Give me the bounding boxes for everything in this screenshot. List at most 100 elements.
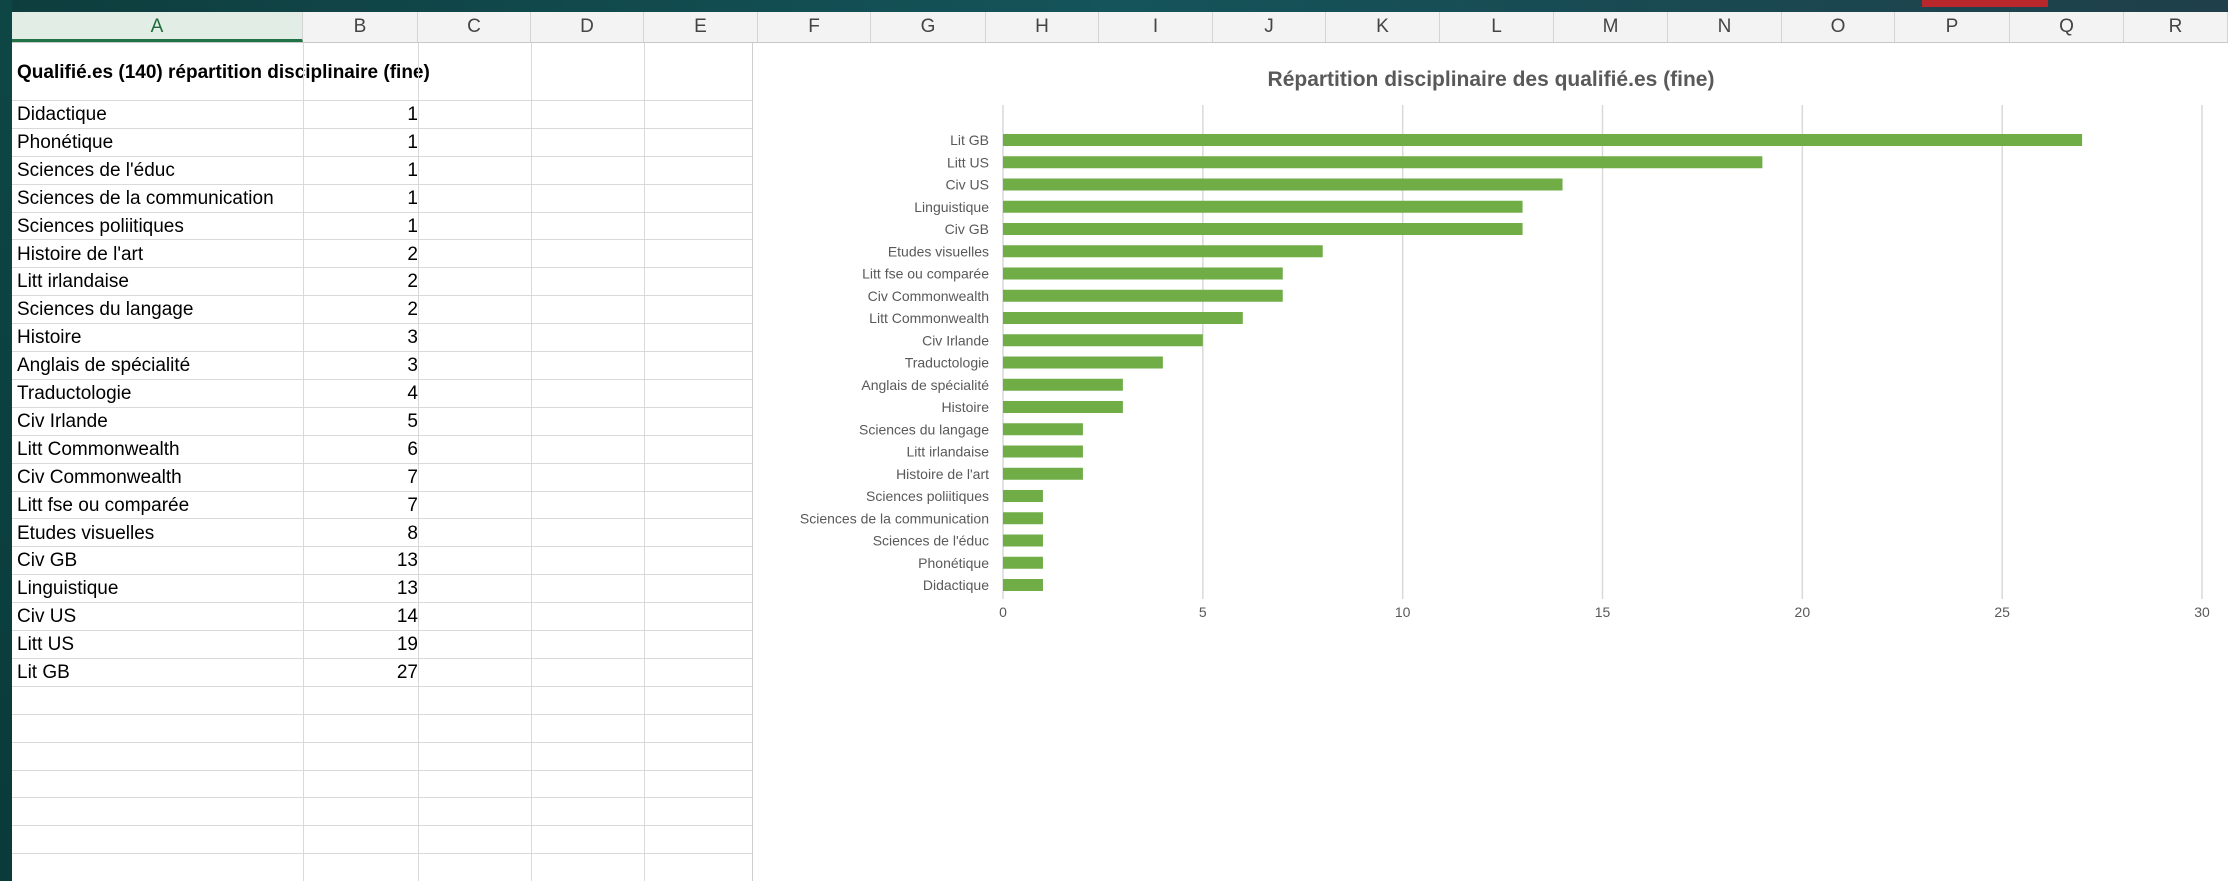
table-row[interactable]: Anglais de spécialité 3 [12, 352, 752, 380]
column-header-b[interactable]: B [303, 12, 418, 42]
column-header-i[interactable]: I [1099, 12, 1213, 42]
discipline-count: 8 [407, 522, 418, 544]
close-button[interactable] [1922, 0, 2048, 7]
table-row[interactable]: Sciences poliitiques 1 [12, 213, 752, 241]
table-row[interactable]: Sciences de la communication 1 [12, 185, 752, 213]
table-row[interactable]: Traductologie 4 [12, 380, 752, 408]
column-header-k[interactable]: K [1326, 12, 1440, 42]
discipline-label: Litt Commonwealth [17, 438, 180, 460]
discipline-label: Sciences poliitiques [17, 215, 184, 237]
discipline-label: Phonétique [17, 131, 114, 153]
cell-grid[interactable]: Qualifié.es (140) répartition disciplina… [12, 43, 2228, 881]
y-category-label: Didactique [923, 577, 989, 593]
column-header-o[interactable]: O [1782, 12, 1895, 42]
bar-histoire[interactable] [1003, 401, 1123, 413]
bar-didactique[interactable] [1003, 579, 1043, 591]
bar-anglais-de-sp-cialit-[interactable] [1003, 378, 1123, 391]
empty-row[interactable] [12, 687, 752, 715]
bar-litt-commonwealth[interactable] [1003, 312, 1243, 324]
column-header-l[interactable]: L [1440, 12, 1554, 42]
table-row[interactable]: Civ Commonwealth 7 [12, 464, 752, 492]
bar-lit-gb[interactable] [1003, 134, 2083, 146]
column-header-c[interactable]: C [418, 12, 531, 42]
column-header-p[interactable]: P [1895, 12, 2010, 42]
table-row[interactable]: Civ US 14 [12, 603, 752, 632]
column-header-d[interactable]: D [531, 12, 644, 42]
bar-histoire-de-l-art[interactable] [1003, 467, 1083, 480]
y-category-label: Histoire [942, 399, 990, 415]
x-tick-label: 5 [1199, 604, 1207, 620]
bar-traductologie[interactable] [1003, 356, 1163, 369]
discipline-count: 27 [396, 662, 418, 683]
column-gridline [418, 43, 419, 881]
bar-litt-us[interactable] [1003, 156, 1763, 169]
table-row[interactable]: Sciences du langage 2 [12, 296, 752, 325]
column-header-f[interactable]: F [758, 12, 871, 42]
discipline-count: 7 [407, 494, 418, 516]
table-row[interactable]: Linguistique 13 [12, 575, 752, 604]
table-row[interactable]: Civ GB 13 [12, 547, 752, 576]
bar-civ-irlande[interactable] [1003, 334, 1203, 347]
column-header-q[interactable]: Q [2010, 12, 2124, 42]
y-category-label: Etudes visuelles [888, 243, 989, 259]
column-header-e[interactable]: E [644, 12, 758, 42]
bar-sciences-du-langage[interactable] [1003, 423, 1083, 436]
discipline-count: 2 [407, 243, 418, 265]
empty-row[interactable] [12, 715, 752, 743]
discipline-label: Litt US [17, 634, 75, 656]
table-row[interactable]: Etudes visuelles 8 [12, 520, 752, 548]
table-row[interactable]: Litt fse ou comparée 7 [12, 492, 752, 520]
y-category-label: Sciences poliitiques [866, 488, 989, 504]
column-header-j[interactable]: J [1213, 12, 1326, 42]
empty-row[interactable] [12, 826, 752, 855]
column-header-n[interactable]: N [1668, 12, 1782, 42]
bar-sciences-de-la-communication[interactable] [1003, 512, 1043, 525]
bar-civ-commonwealth[interactable] [1003, 289, 1283, 302]
table-row[interactable]: Histoire 3 [12, 324, 752, 353]
empty-row[interactable] [12, 799, 752, 827]
table-row[interactable]: Litt irlandaise 2 [12, 268, 752, 297]
column-gridline [303, 43, 304, 881]
bar-civ-us[interactable] [1003, 178, 1563, 191]
empty-row[interactable] [12, 743, 752, 771]
y-category-label: Traductologie [905, 355, 990, 371]
column-header-g[interactable]: G [871, 12, 986, 42]
table-row[interactable]: Didactique 1 [12, 101, 752, 129]
column-header-h[interactable]: H [986, 12, 1099, 42]
table-row[interactable]: Histoire de l'art 2 [12, 241, 752, 269]
bar-civ-gb[interactable] [1003, 223, 1523, 235]
table-row[interactable]: Civ Irlande 5 [12, 408, 752, 436]
bar-etudes-visuelles[interactable] [1003, 245, 1323, 258]
y-category-label: Sciences de l'éduc [873, 533, 989, 549]
window-top-bar [0, 0, 2228, 12]
discipline-label: Lit GB [17, 662, 70, 683]
bar-phon-tique[interactable] [1003, 556, 1043, 569]
x-tick-label: 30 [2194, 604, 2210, 620]
y-category-label: Litt fse ou comparée [862, 266, 989, 282]
empty-row[interactable] [12, 771, 752, 799]
bar-sciences-poliitiques[interactable] [1003, 490, 1043, 502]
table-row[interactable]: Litt US 19 [12, 631, 752, 659]
x-tick-label: 15 [1595, 604, 1611, 620]
table-row[interactable]: Litt Commonwealth 6 [12, 436, 752, 464]
bar-litt-fse-ou-compar-e[interactable] [1003, 267, 1283, 280]
table-row[interactable]: Phonétique 1 [12, 129, 752, 157]
bar-linguistique[interactable] [1003, 200, 1523, 213]
y-category-label: Civ Commonwealth [868, 288, 989, 304]
bar-chart[interactable]: Répartition disciplinaire des qualifié.e… [752, 43, 2228, 881]
column-header-a[interactable]: A [12, 12, 303, 42]
column-header-r[interactable]: R [2124, 12, 2228, 42]
table-title-row[interactable]: Qualifié.es (140) répartition disciplina… [12, 43, 752, 101]
bar-sciences-de-l-duc[interactable] [1003, 534, 1043, 547]
column-header-m[interactable]: M [1554, 12, 1668, 42]
table-row[interactable]: Lit GB 27 [12, 659, 752, 687]
y-category-label: Civ GB [945, 221, 989, 237]
discipline-label: Civ Commonwealth [17, 466, 182, 488]
y-category-label: Litt US [947, 154, 989, 170]
discipline-label: Etudes visuelles [17, 522, 155, 544]
bar-litt-irlandaise[interactable] [1003, 445, 1083, 458]
y-category-label: Sciences du langage [859, 421, 989, 437]
y-category-label: Litt irlandaise [907, 444, 990, 460]
table-row[interactable]: Sciences de l'éduc 1 [12, 157, 752, 185]
